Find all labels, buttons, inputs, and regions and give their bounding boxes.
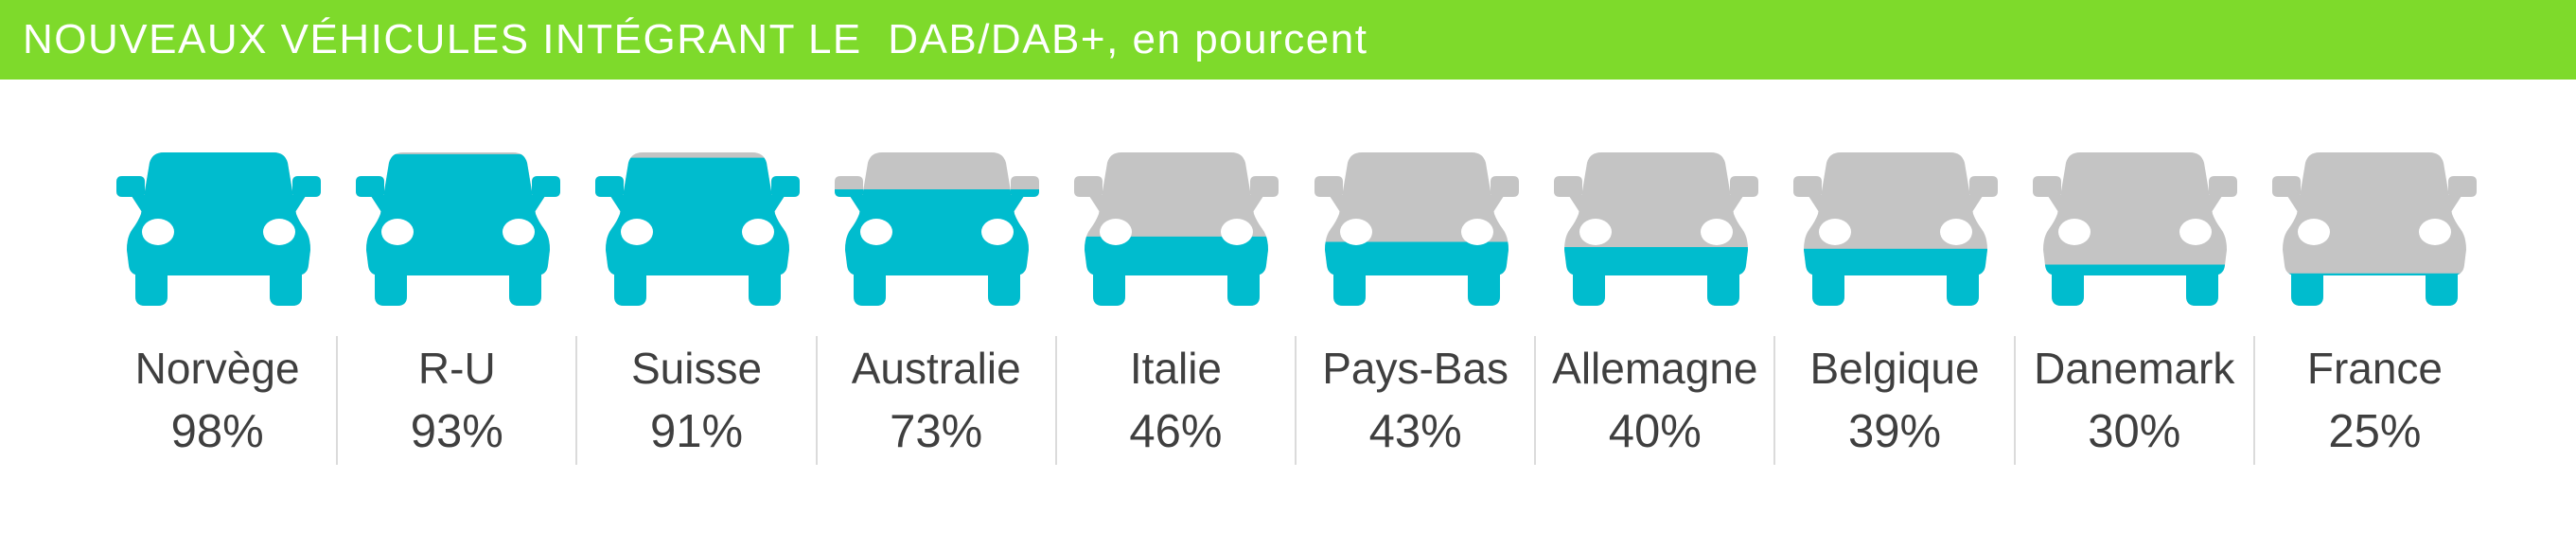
headlight-icon xyxy=(1339,219,1372,245)
car-pictogram-icon xyxy=(355,152,560,306)
country-label: R-U xyxy=(417,344,496,393)
car-pictogram-icon xyxy=(835,152,1040,306)
car-pictogram-icon xyxy=(1314,152,1519,306)
headlight-icon xyxy=(1940,219,1973,245)
car-pictogram-icon xyxy=(1793,152,1999,306)
headlight-icon xyxy=(860,219,893,245)
headlight-icon xyxy=(1700,219,1733,245)
headlight-icon xyxy=(1819,219,1852,245)
country-column-ru: R-U 93% xyxy=(338,80,578,465)
label-cell: France 25% xyxy=(2255,336,2495,465)
chart-title: NOUVEAUX VÉHICULES INTÉGRANT LE DAB/DAB+… xyxy=(23,16,1368,62)
percentage-label: 39% xyxy=(1847,405,1942,457)
country-column-allemagne: Allemagne 40% xyxy=(1536,80,1776,465)
car-pictogram-icon xyxy=(1553,152,1758,306)
headlight-icon xyxy=(2419,219,2452,245)
headlight-icon xyxy=(141,219,174,245)
headlight-icon xyxy=(742,219,774,245)
label-cell: Suisse 91% xyxy=(577,336,818,465)
country-column-pays-bas: Pays-Bas 43% xyxy=(1297,80,1537,465)
car-pictogram-icon xyxy=(115,152,321,306)
percentage-label: 93% xyxy=(410,405,503,457)
headlight-icon xyxy=(1221,219,1254,245)
headlight-icon xyxy=(502,219,535,245)
pictogram-row: Norvège 98% R-U 93% Suisse 91% xyxy=(0,80,2576,465)
percentage-label: 98% xyxy=(170,405,264,457)
country-label: Suisse xyxy=(630,344,763,393)
title-bar: NOUVEAUX VÉHICULES INTÉGRANT LE DAB/DAB+… xyxy=(0,0,2576,80)
headlight-icon xyxy=(262,219,295,245)
headlight-icon xyxy=(1460,219,1493,245)
country-column-belgique: Belgique 39% xyxy=(1775,80,2016,465)
label-cell: Danemark 30% xyxy=(2016,336,2255,465)
country-column-italie: Italie 46% xyxy=(1057,80,1297,465)
label-cell: Norvège 98% xyxy=(98,336,339,465)
country-label: Danemark xyxy=(2034,344,2235,393)
country-column-australie: Australie 73% xyxy=(818,80,1057,465)
percentage-label: 40% xyxy=(1608,405,1702,457)
label-cell: Allemagne 40% xyxy=(1536,336,1776,465)
headlight-icon xyxy=(981,219,1015,245)
label-cell: Italie 46% xyxy=(1057,336,1297,465)
country-label: Italie xyxy=(1129,344,1222,393)
percentage-label: 30% xyxy=(2088,405,2181,457)
headlight-icon xyxy=(2298,219,2331,245)
headlight-icon xyxy=(2179,219,2213,245)
percentage-label: 91% xyxy=(649,405,744,457)
label-cell: Australie 73% xyxy=(818,336,1057,465)
label-cell: R-U 93% xyxy=(338,336,578,465)
label-cell: Pays-Bas 43% xyxy=(1297,336,1537,465)
country-label: Norvège xyxy=(134,344,300,393)
percentage-label: 25% xyxy=(2328,405,2422,457)
car-pictogram-icon xyxy=(1074,152,1279,306)
country-label: Pays-Bas xyxy=(1322,344,1509,393)
country-column-france: France 25% xyxy=(2255,80,2495,465)
headlight-icon xyxy=(621,219,653,245)
percentage-label: 73% xyxy=(890,405,983,457)
car-pictogram-icon xyxy=(2272,152,2478,306)
headlight-icon xyxy=(380,219,414,245)
country-column-norvege: Norvège 98% xyxy=(98,80,339,465)
label-cell: Belgique 39% xyxy=(1775,336,2016,465)
car-pictogram-icon xyxy=(2033,152,2238,306)
country-label: Australie xyxy=(851,344,1021,393)
country-label: Allemagne xyxy=(1552,344,1758,393)
car-pictogram-icon xyxy=(595,152,800,306)
country-column-suisse: Suisse 91% xyxy=(577,80,818,465)
country-label: France xyxy=(2306,344,2444,393)
headlight-icon xyxy=(1579,219,1612,245)
country-label: Belgique xyxy=(1809,344,1980,393)
headlight-icon xyxy=(2058,219,2091,245)
country-column-danemark: Danemark 30% xyxy=(2016,80,2255,465)
headlight-icon xyxy=(1100,219,1133,245)
percentage-label: 43% xyxy=(1368,405,1462,457)
percentage-label: 46% xyxy=(1129,405,1223,457)
